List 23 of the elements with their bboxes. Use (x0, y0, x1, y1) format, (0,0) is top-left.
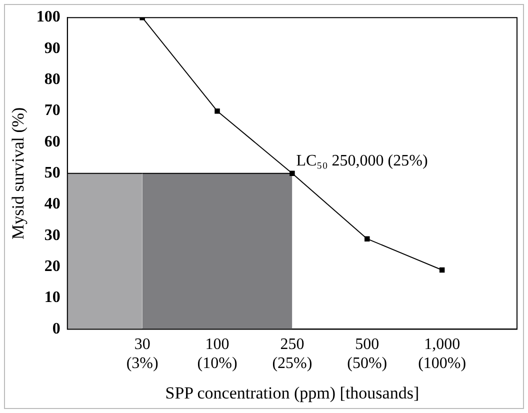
x-tick-label: 30 (3%) (126, 336, 158, 372)
y-tick-label: 70 (44, 102, 60, 120)
y-tick-label: 60 (44, 133, 60, 150)
y-tick-label: 90 (44, 40, 60, 57)
y-tick-label: 40 (44, 196, 60, 213)
x-axis-title: SPP concentration (ppm) [thousands] (165, 383, 420, 402)
x-tick-label: 100 (10%) (197, 336, 238, 372)
point (439, 267, 445, 273)
annotation: LC₅₀ 250,000 (25%) (296, 152, 428, 170)
point (364, 236, 370, 242)
point (214, 108, 220, 114)
y-tick-label: 30 (44, 226, 60, 244)
y-axis-title: Mysid survival (%) (8, 107, 28, 240)
x-tick-label: 1,000 (100%) (418, 336, 466, 372)
x-tick-label: 500 (50%) (347, 336, 388, 372)
y-tick-label: 100 (36, 8, 60, 26)
y-tick-label: 80 (44, 71, 60, 88)
y-tick-label: 50 (44, 164, 60, 182)
y-tick-label: 20 (44, 258, 60, 276)
point (290, 170, 295, 176)
y-tick-label: 0 (52, 320, 60, 338)
y-tick-label: 10 (44, 289, 60, 306)
x-tick-label: 250 (25%) (272, 336, 312, 372)
